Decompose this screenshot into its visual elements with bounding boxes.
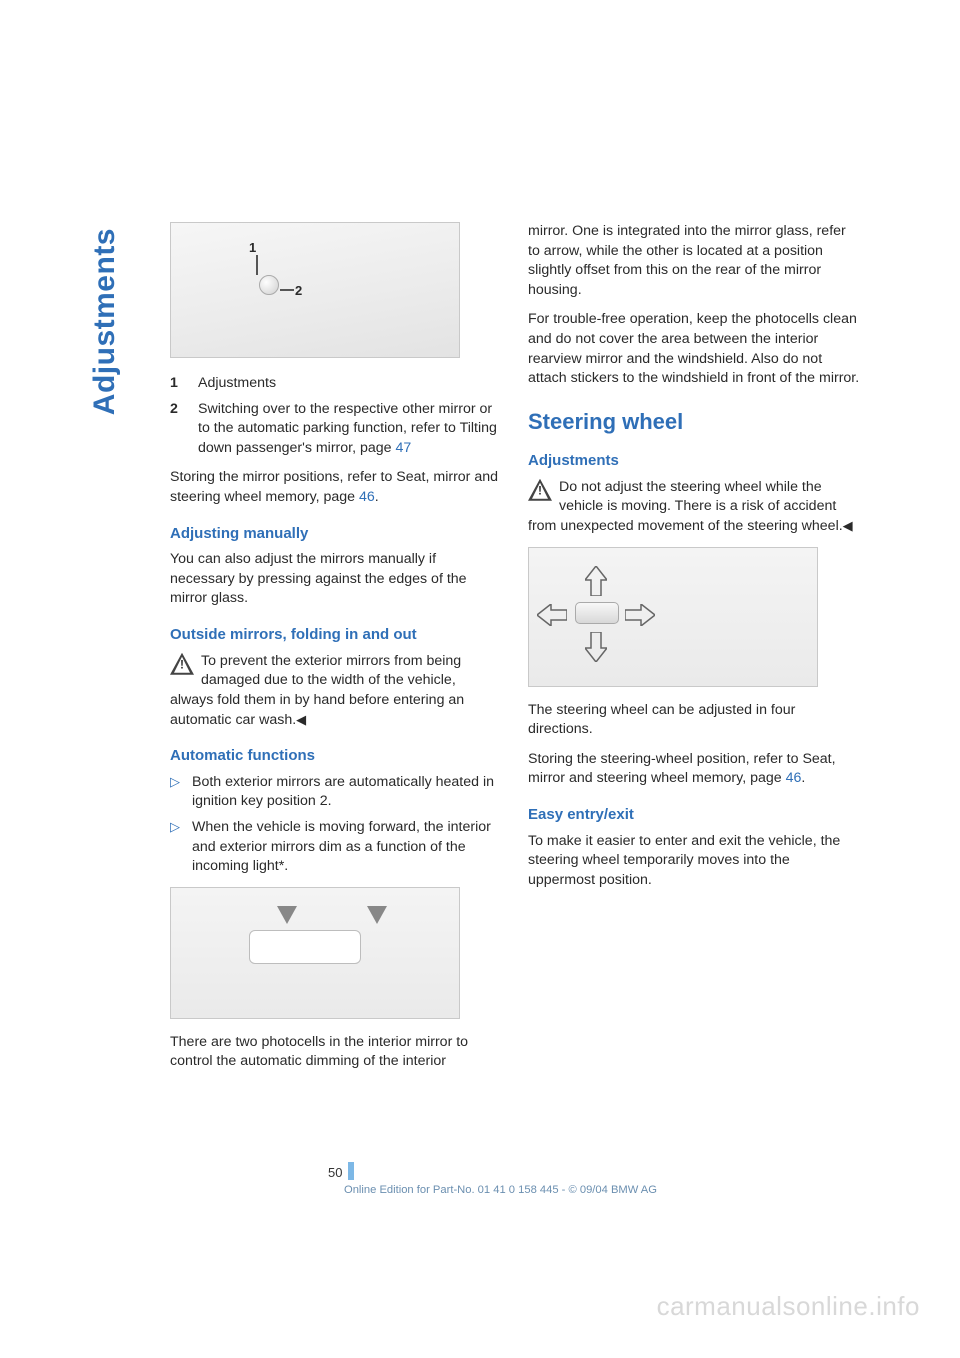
arrow-right-icon bbox=[625, 604, 655, 626]
paragraph: You can also adjust the mirrors manually… bbox=[170, 550, 502, 609]
page-link[interactable]: 46 bbox=[359, 489, 375, 505]
warning-icon: ! bbox=[170, 653, 194, 675]
page-link[interactable]: 46 bbox=[786, 770, 802, 786]
heading-easy-entry: Easy entry/exit bbox=[528, 805, 860, 826]
page-number: 50 bbox=[328, 1165, 342, 1180]
left-column: 1 2 1 Adjustments 2 Switching over to th… bbox=[170, 222, 502, 1082]
watermark: carmanualsonline.info bbox=[657, 1291, 920, 1322]
list-number: 2 bbox=[170, 400, 198, 459]
paragraph: For trouble-free operation, keep the pho… bbox=[528, 310, 860, 388]
paragraph: To make it easier to enter and exit the … bbox=[528, 832, 860, 891]
right-column: mirror. One is integrated into the mirro… bbox=[528, 222, 860, 1082]
section-title-vertical: Adjustments bbox=[88, 228, 122, 415]
heading-adjustments: Adjustments bbox=[528, 451, 860, 472]
paragraph: Storing the steering-wheel position, ref… bbox=[528, 750, 860, 789]
heading-steering-wheel: Steering wheel bbox=[528, 407, 860, 437]
footer-text: Online Edition for Part-No. 01 41 0 158 … bbox=[344, 1184, 860, 1196]
page-marker bbox=[348, 1162, 354, 1180]
list-item: 1 Adjustments bbox=[170, 374, 502, 394]
bullet-text: When the vehicle is moving forward, the … bbox=[192, 818, 502, 877]
bullet-item: ▷ Both exterior mirrors are automaticall… bbox=[170, 773, 502, 812]
paragraph: Storing the mirror positions, refer to S… bbox=[170, 468, 502, 507]
heading-folding: Outside mirrors, folding in and out bbox=[170, 625, 502, 646]
arrow-down-icon bbox=[585, 632, 607, 662]
figure-mirror-switch: 1 2 bbox=[170, 222, 460, 358]
warning-paragraph: ! To prevent the exterior mirrors from b… bbox=[170, 652, 502, 730]
list-item: 2 Switching over to the respective other… bbox=[170, 400, 502, 459]
page-link[interactable]: 47 bbox=[396, 440, 412, 456]
paragraph: There are two photocells in the interior… bbox=[170, 1033, 502, 1072]
bullet-icon: ▷ bbox=[170, 818, 192, 877]
list-text: Adjustments bbox=[198, 374, 276, 394]
heading-adjusting-manually: Adjusting manually bbox=[170, 524, 502, 545]
numbered-list: 1 Adjustments 2 Switching over to the re… bbox=[170, 374, 502, 458]
bullet-list: ▷ Both exterior mirrors are automaticall… bbox=[170, 773, 502, 877]
arrow-up-icon bbox=[585, 566, 607, 596]
figure-steering-adjust bbox=[528, 547, 818, 687]
heading-automatic-functions: Automatic functions bbox=[170, 746, 502, 767]
bullet-item: ▷ When the vehicle is moving forward, th… bbox=[170, 818, 502, 877]
list-text: Switching over to the respective other m… bbox=[198, 400, 502, 459]
list-number: 1 bbox=[170, 374, 198, 394]
warning-paragraph: ! Do not adjust the steering wheel while… bbox=[528, 478, 860, 537]
arrow-left-icon bbox=[537, 604, 567, 626]
page-footer: 50 Online Edition for Part-No. 01 41 0 1… bbox=[170, 1162, 860, 1196]
paragraph: mirror. One is integrated into the mirro… bbox=[528, 222, 860, 300]
figure-interior-mirror bbox=[170, 887, 460, 1019]
figure-label-2: 2 bbox=[295, 282, 302, 300]
bullet-icon: ▷ bbox=[170, 773, 192, 812]
bullet-text: Both exterior mirrors are automatically … bbox=[192, 773, 502, 812]
warning-icon: ! bbox=[528, 479, 552, 501]
page-content: 1 2 1 Adjustments 2 Switching over to th… bbox=[170, 222, 860, 1082]
paragraph: The steering wheel can be adjusted in fo… bbox=[528, 701, 860, 740]
